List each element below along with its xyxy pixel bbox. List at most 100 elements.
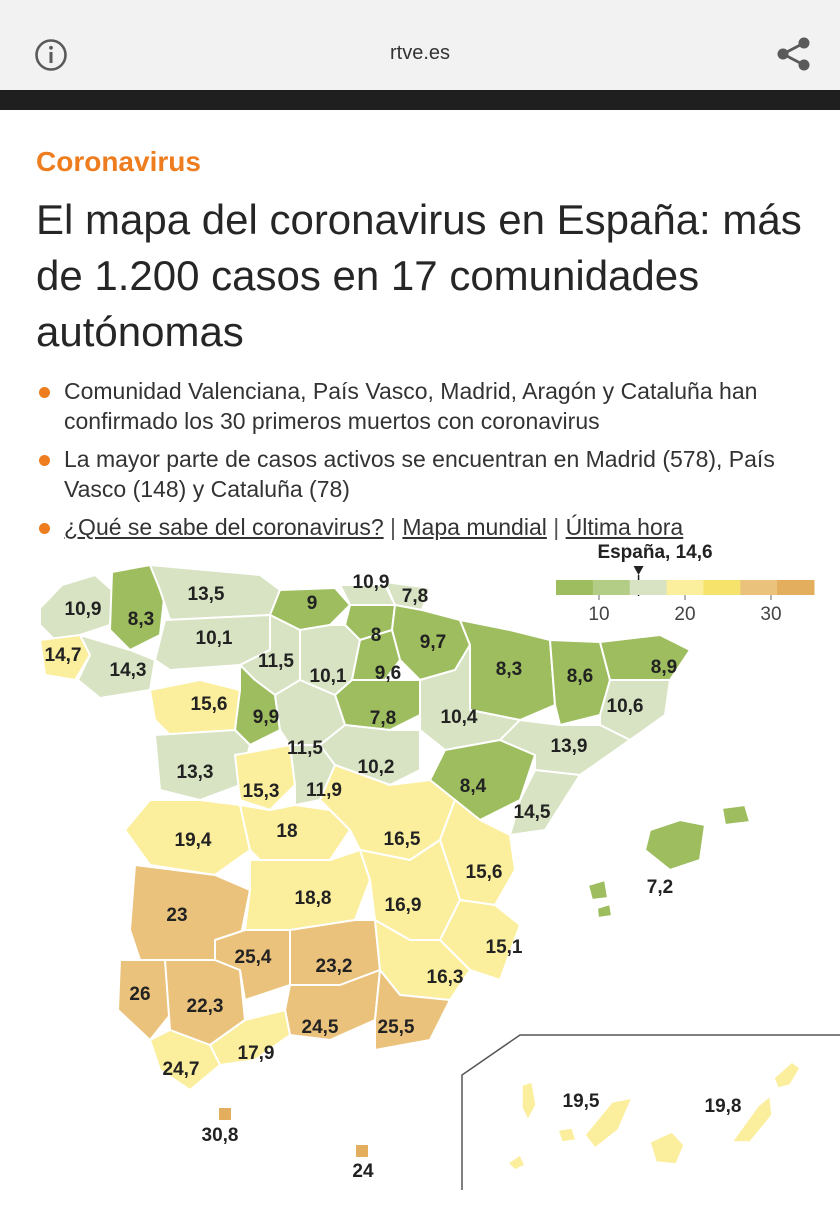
value-label: 7,2 (647, 877, 673, 898)
province-caceres (124, 799, 251, 876)
summary-bullet-text: Comunidad Valenciana, País Vasco, Madrid… (64, 378, 758, 434)
value-label: 8 (371, 625, 382, 646)
article-kicker[interactable]: Coronavirus (36, 146, 201, 177)
island-ibiza (587, 879, 609, 901)
legend-swatch (703, 580, 741, 595)
value-label: 16,9 (385, 895, 422, 916)
island-mallorca (644, 819, 706, 871)
summary-bullet: Comunidad Valenciana, País Vasco, Madrid… (36, 376, 826, 436)
legend-swatch (740, 580, 778, 595)
legend-marker-arrow (633, 566, 644, 575)
value-label: 10,9 (65, 599, 102, 620)
value-label: 19,4 (175, 830, 212, 851)
related-links: ¿Qué se sabe del coronavirus? | Mapa mun… (36, 512, 826, 542)
value-label: 22,3 (187, 996, 224, 1017)
link-ultima-hora[interactable]: Última hora (565, 514, 684, 540)
value-label: 18,8 (295, 888, 332, 909)
canary-islands (506, 1061, 801, 1171)
summary-bullet: La mayor parte de casos activos se encue… (36, 444, 826, 504)
legend-ticks: 10 20 30 (588, 595, 782, 625)
legend-tick-label: 30 (760, 604, 781, 625)
island-gran-canaria (649, 1131, 685, 1165)
legend-swatch (666, 580, 704, 595)
value-label: 11,9 (306, 780, 342, 801)
legend-tick-label: 20 (674, 604, 695, 625)
value-label: 8,4 (460, 776, 487, 797)
island-lanzarote (773, 1061, 801, 1089)
url-domain[interactable]: rtve.es (389, 42, 451, 64)
value-label: 24,7 (163, 1059, 200, 1080)
island-la-gomera (557, 1127, 577, 1143)
value-label: 10,4 (441, 707, 478, 728)
province-la-rioja (351, 629, 401, 681)
value-label: 8,9 (651, 657, 677, 678)
bullet-dot-icon (39, 523, 50, 534)
value-label: 11,5 (258, 651, 294, 672)
value-label: 18 (276, 821, 297, 842)
summary-bullet-text: La mayor parte de casos activos se encue… (64, 446, 775, 502)
ceuta-marker (219, 1108, 231, 1120)
island-la-palma (521, 1081, 537, 1122)
map-svg: España, 14,6 10 20 30 10,9 8,3 13,5 10,9 7… (39, 542, 840, 1190)
value-label: 9,7 (420, 632, 446, 653)
province-ourense (77, 634, 156, 699)
page-header-strip (0, 90, 840, 110)
province-cordoba (214, 929, 291, 1001)
province-valladolid (234, 664, 281, 746)
value-label: 25,5 (378, 1017, 415, 1038)
value-label: 19,5 (563, 1091, 600, 1112)
province-girona (599, 634, 691, 681)
link-que-se-sabe[interactable]: ¿Qué se sabe del coronavirus? (64, 514, 384, 540)
article-headline: El mapa del coronavirus en España: más d… (36, 196, 802, 355)
bullet-dot-icon (39, 387, 50, 398)
value-label: 7,8 (370, 708, 396, 729)
island-fuerteventura (730, 1094, 773, 1143)
link-mapa-mundial[interactable]: Mapa mundial (402, 514, 547, 540)
value-label: 14,3 (110, 660, 147, 681)
value-label: 17,9 (238, 1043, 275, 1064)
value-label: 8,3 (128, 609, 154, 630)
value-label: 9,9 (253, 707, 279, 728)
value-label: 26 (129, 984, 150, 1005)
legend-swatch (629, 580, 668, 595)
value-label: 8,6 (567, 666, 593, 687)
value-label: 16,5 (384, 829, 421, 850)
info-icon[interactable] (34, 38, 68, 72)
value-label: 19,8 (705, 1096, 742, 1117)
legend-swatch (592, 580, 631, 595)
value-label: 16,3 (427, 967, 464, 988)
province-almeria (374, 969, 451, 1051)
value-label: 7,8 (402, 586, 428, 607)
island-formentera (596, 903, 613, 919)
legend-spain-label: España, 14,6 (597, 542, 712, 563)
spain-incidence-map: España, 14,6 10 20 30 10,9 8,3 13,5 10,9 7… (0, 530, 840, 1200)
island-el-hierro (506, 1153, 527, 1171)
share-icon[interactable] (774, 36, 812, 72)
province-huelva (117, 959, 171, 1041)
value-label: 23,2 (316, 956, 353, 977)
value-label: 8,3 (496, 659, 522, 680)
value-label: 10,2 (358, 757, 395, 778)
bullet-dot-icon (39, 455, 50, 466)
value-label: 25,4 (235, 947, 272, 968)
legend-tick-label: 10 (588, 604, 609, 625)
link-separator: | (390, 514, 396, 540)
article-summary-list: Comunidad Valenciana, País Vasco, Madrid… (36, 376, 826, 550)
canary-inset-frame (461, 1034, 840, 1190)
province-cadiz (149, 1029, 221, 1091)
value-label: 15,3 (243, 781, 280, 802)
value-label: 13,9 (551, 736, 588, 757)
value-label: 15,6 (191, 694, 228, 715)
browser-top-bar: rtve.es (0, 0, 840, 90)
value-label: 11,5 (287, 738, 323, 759)
legend-swatch (777, 580, 815, 595)
value-label: 15,1 (486, 937, 523, 958)
value-label: 15,6 (466, 862, 503, 883)
value-label: 23 (166, 905, 187, 926)
island-tenerife (584, 1096, 634, 1150)
melilla-marker (356, 1145, 368, 1157)
value-label: 10,9 (353, 572, 390, 593)
value-label: 10,1 (310, 666, 347, 687)
province-avila (234, 744, 296, 811)
province-castellon (509, 769, 581, 836)
